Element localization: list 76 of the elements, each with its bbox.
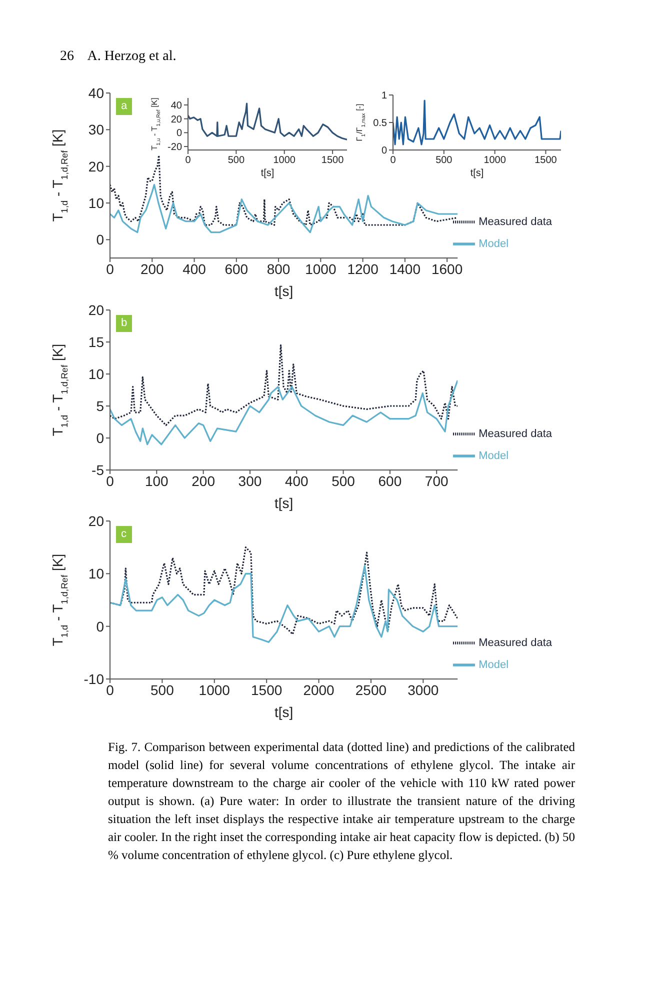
y-tick-label: 0 <box>96 232 104 248</box>
x-axis-title: t[s] <box>274 283 294 299</box>
y-tick-label: -20 <box>168 142 182 154</box>
x-tick-label: 1500 <box>251 682 282 698</box>
y-tick-label: 30 <box>88 122 104 138</box>
line-series <box>110 184 458 234</box>
line-series <box>393 100 561 146</box>
x-axis-title: t[s] <box>274 495 294 511</box>
y-tick-label: 20 <box>170 114 182 126</box>
line-series <box>110 380 458 446</box>
y-tick-label: 20 <box>88 512 104 529</box>
legend-label: Model <box>478 238 509 250</box>
text: b <box>116 315 132 332</box>
x-tick-label: 200 <box>140 260 164 277</box>
y-tick-label: 10 <box>88 194 104 211</box>
x-tick-label: 600 <box>378 472 402 489</box>
x-tick-label: 0 <box>106 472 114 489</box>
y-tick-label: 10 <box>88 566 104 582</box>
x-tick-label: 2500 <box>355 682 387 698</box>
legend-label: Measured data <box>478 428 552 440</box>
x-tick-label: 1400 <box>389 260 421 277</box>
x-tick-label: 1500 <box>534 155 558 166</box>
legend-label: Measured data <box>478 216 552 228</box>
line-series <box>110 564 458 643</box>
x-tick-label: 500 <box>332 472 356 489</box>
x-tick-label: 300 <box>238 472 262 489</box>
y-tick-label: 5 <box>96 398 104 414</box>
y-tick-label: -5 <box>92 462 104 478</box>
y-tick-label: 20 <box>88 302 104 318</box>
y-tick-label: 10 <box>88 366 104 382</box>
x-tick-label: 500 <box>150 682 174 698</box>
y-tick-label: 0 <box>381 146 388 157</box>
x-axis-title: t[s] <box>274 704 294 720</box>
text: c <box>116 526 132 543</box>
legend-label: Model <box>478 450 509 462</box>
text: 26 A. Herzog et al. <box>60 49 176 65</box>
x-tick-label: 1200 <box>347 260 379 277</box>
x-tick-label: 800 <box>266 260 290 277</box>
x-tick-label: 1000 <box>273 155 296 166</box>
x-tick-label: 1000 <box>484 155 506 166</box>
y-tick-label: 40 <box>170 100 182 112</box>
legend-label: Model <box>478 658 509 671</box>
x-tick-label: 500 <box>436 155 453 166</box>
y-tick-label: 0.5 <box>373 118 388 130</box>
x-tick-label: 1000 <box>198 682 230 698</box>
x-tick-label: 2000 <box>303 682 335 698</box>
x-tick-label: 1500 <box>321 155 344 166</box>
legend-label: Measured data <box>478 636 552 649</box>
x-tick-label: 700 <box>424 472 449 489</box>
x-tick-label: 500 <box>228 155 245 166</box>
y-tick-label: -10 <box>84 670 104 687</box>
line-series <box>188 102 347 140</box>
y-tick-label: 15 <box>88 334 104 350</box>
x-tick-label: 400 <box>284 472 309 489</box>
caption: Fig. 7. Comparison between experimental data (dotted line) and predictions of the calibrated model (solid line) for several volume concentrations of ethylene glycol. The intake air temperature downstream to the charge air cooler of the vehicle with 110 kW rated power output is shown. (a) Pure water: In order to illustrate the transient nature of the driving situation the left inset displays the respective intake air temperature upstream to the charge air cooler. In the right inset the corresponding intake air heat capacity flow is depicted. (b) 50 % volume concentration of ethylene glycol. (c) Pure ethylene glycol. <box>108 739 575 864</box>
x-tick-label: 0 <box>390 155 396 166</box>
y-tick-label: 20 <box>88 158 104 174</box>
y-tick-label: 0 <box>176 128 182 140</box>
y-tick-label: 0 <box>96 430 104 446</box>
x-axis-title: t[s] <box>260 168 274 179</box>
y-tick-label: 1 <box>381 90 388 102</box>
x-tick-label: 100 <box>144 472 169 489</box>
x-tick-label: 0 <box>185 155 192 166</box>
y-tick-label: 40 <box>88 84 104 101</box>
x-tick-label: 1600 <box>432 260 463 277</box>
text: a <box>116 98 132 115</box>
x-axis-title: t[s] <box>470 168 484 179</box>
x-tick-label: 200 <box>192 472 216 489</box>
line-series <box>110 344 458 426</box>
y-tick-label: 0 <box>96 618 104 634</box>
x-tick-label: 0 <box>106 260 114 277</box>
x-tick-label: 400 <box>182 260 206 277</box>
x-tick-label: 1000 <box>305 260 336 277</box>
x-tick-label: 600 <box>224 260 248 277</box>
x-tick-label: 3000 <box>408 682 439 698</box>
x-tick-label: 0 <box>106 682 114 698</box>
